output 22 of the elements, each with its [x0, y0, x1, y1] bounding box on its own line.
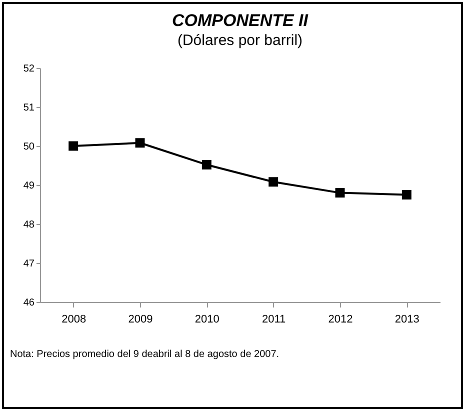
chart-title: COMPONENTE II — [172, 11, 310, 30]
x-tick-label: 2010 — [194, 314, 220, 326]
x-tick-label: 2011 — [262, 314, 286, 326]
point — [202, 160, 212, 170]
y-tick-label: 48 — [23, 220, 35, 230]
y-tick-label: 49 — [23, 180, 35, 192]
point — [68, 141, 78, 151]
point — [335, 188, 345, 198]
x-tick-label: 2008 — [62, 314, 86, 326]
text: Nota: Precios promedio del 9 deabril al 8 de agosto de 2007. — [10, 348, 280, 362]
y-tick-label: 50 — [23, 142, 35, 152]
x-tick-label: 2009 — [128, 314, 153, 326]
y-tick-label: 46 — [23, 298, 35, 308]
y-tick-label: 47 — [23, 258, 35, 270]
point — [135, 138, 145, 148]
x-tick-label: 2012 — [328, 314, 353, 326]
point — [402, 190, 412, 200]
x-tick-label: 2013 — [394, 314, 420, 326]
chart-subtitle: (Dólares por barril) — [177, 32, 303, 49]
y-tick-label: 51 — [23, 102, 35, 114]
y-tick-label: 52 — [23, 64, 35, 74]
point — [268, 177, 278, 187]
